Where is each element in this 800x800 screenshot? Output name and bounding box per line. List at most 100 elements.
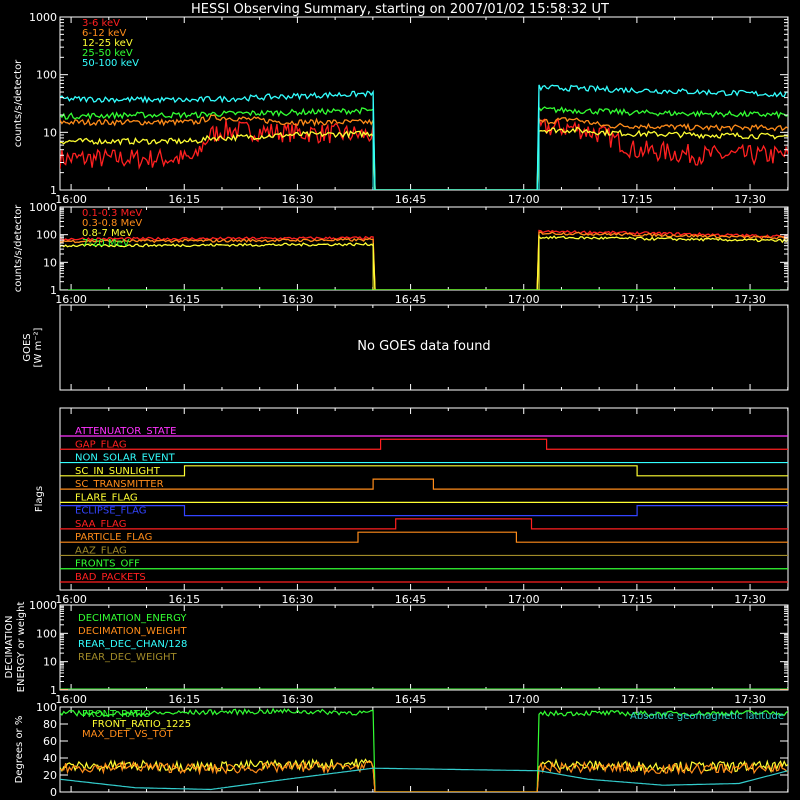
series-line-4 [60,105,788,190]
y-axis-label: Degrees or % [14,716,25,784]
panel-5: 16:00 16:15 16:30 16:45 17:00 17:15 17:30 DECIM… [4,599,789,706]
y-tick-label: 1000 [29,599,57,612]
figure-title: HESSI Observing Summary, starting on 200… [191,2,609,17]
legend-entry: 3-6 keV [82,18,120,29]
plot-area [60,84,788,190]
x-tick-label: 16:45 [395,693,427,706]
legend-entry: 25-50 keV [82,48,133,59]
x-tick-label: 17:30 [734,293,766,306]
x-tick-label: 17:15 [621,593,653,606]
y-tick-label: 40 [43,752,57,765]
x-tick-label: 17:00 [508,193,540,206]
plot-area [60,435,788,583]
y-tick-label: 20 [43,769,57,782]
y-tick-label: 10 [43,656,57,669]
flag-label: BAD_PACKETS [75,572,146,583]
panel-4: 16:00 16:15 16:30 16:45 17:00 17:15 17:30 Flags… [34,407,789,606]
plot-frame [59,16,789,191]
y-axis-unit: [W m⁻²] [33,327,44,367]
flag-label: FRONTS_OFF [75,559,140,570]
x-tick-label: 16:30 [282,593,314,606]
series-line-3 [60,126,788,190]
y-tick-label: 1000 [29,11,57,24]
y-axis-label: GOES [22,333,33,361]
x-tick-label: 17:15 [621,293,653,306]
legend-entry: 12-25 keV [82,38,133,49]
legend-entry: FRONT_RATIO [82,709,151,720]
x-tick-label: 16:15 [168,293,200,306]
x-tick-label: 17:15 [621,693,653,706]
chart-panels: 16:00 16:15 16:30 16:45 17:00 17:15 17:30 count… [4,11,789,799]
series-line-2 [60,114,788,190]
y-tick-label: 1 [50,284,57,297]
x-tick-label: 16:00 [55,593,87,606]
x-tick-label: 16:15 [168,693,200,706]
flag-label: ATTENUATOR_STATE [75,426,176,437]
legend-entry: DECIMATION_WEIGHT [78,626,187,637]
x-tick-label: 17:00 [508,593,540,606]
x-tick-label: 17:00 [508,693,540,706]
x-tick-label: 16:30 [282,193,314,206]
y-axis-label: DECIMATION [4,615,15,678]
x-tick-label: 16:45 [395,593,427,606]
x-tick-label: 17:30 [734,593,766,606]
panel-3: GOES [W m⁻²] [22,304,789,391]
x-tick-label: 16:30 [282,693,314,706]
y-tick-label: 80 [43,718,57,731]
panel-1: 16:00 16:15 16:30 16:45 17:00 17:15 17:30 count… [13,11,789,206]
flag-label: GAP_FLAG [75,439,127,450]
series-line-3 [60,760,788,792]
no-goes-message: No GOES data found [357,339,490,354]
series-line-4 [60,767,788,791]
flag-line-sc-transmitter [60,478,788,490]
x-tick-label: 16:00 [55,193,87,206]
flag-label: ECLIPSE_FLAG [75,506,146,517]
series-line-2 [60,758,788,792]
series-line-3 [60,235,788,290]
plot-frame [59,206,789,291]
x-tick-label: 16:00 [55,693,87,706]
flag-label: SAA_FLAG [75,519,126,530]
flag-line-eclipse-flag [60,505,788,517]
legend-entry: REAR_DEC_CHAN/128 [78,639,187,650]
y-tick-label: 100 [36,229,57,242]
y-tick-label: 100 [36,701,57,714]
series-line-2 [60,231,788,290]
legend-entry: FRONT_RATIO_1225 [92,719,191,730]
flag-label: SC_IN_SUNLIGHT [75,466,161,477]
y-tick-label: 0 [50,786,57,799]
x-tick-label: 16:30 [282,293,314,306]
plot-frame [59,407,789,591]
legend-entry: 6-12 keV [82,28,126,39]
plot-area [60,229,788,290]
y-tick-label: 10 [43,126,57,139]
y-tick-label: 10 [43,256,57,269]
flag-label: PARTICLE_FLAG [75,532,152,543]
x-tick-label: 17:00 [508,293,540,306]
plot-area [60,688,788,690]
x-tick-label: 17:30 [734,193,766,206]
y-tick-label: 1000 [29,201,57,214]
flag-line-particle-flag [60,531,788,543]
flag-line-gap-flag [60,438,788,450]
y-tick-label: 1 [50,184,57,197]
panel-2: 16:00 16:15 16:30 16:45 17:00 17:15 17:30 count… [13,201,789,306]
plot-frame [59,304,789,391]
y-tick-label: 100 [36,627,57,640]
x-tick-label: 17:15 [621,193,653,206]
flag-label: SC_TRANSMITTER [75,479,164,490]
legend-entry: 7-20 MeV [82,238,130,249]
flag-line-sc-in-sunlight [60,465,788,477]
x-tick-label: 16:15 [168,593,200,606]
x-tick-label: 16:15 [168,193,200,206]
y-tick-label: 60 [43,735,57,748]
plot-area [60,707,788,792]
series-line-1 [60,229,788,290]
flag-label: AAZ_FLAG [75,545,127,556]
series-line-5 [60,84,788,190]
flag-label: FLARE_FLAG [75,492,138,503]
legend-entry: 50-100 keV [82,58,139,69]
x-tick-label: 16:45 [395,293,427,306]
y-axis-label: counts/s/detector [13,59,24,147]
